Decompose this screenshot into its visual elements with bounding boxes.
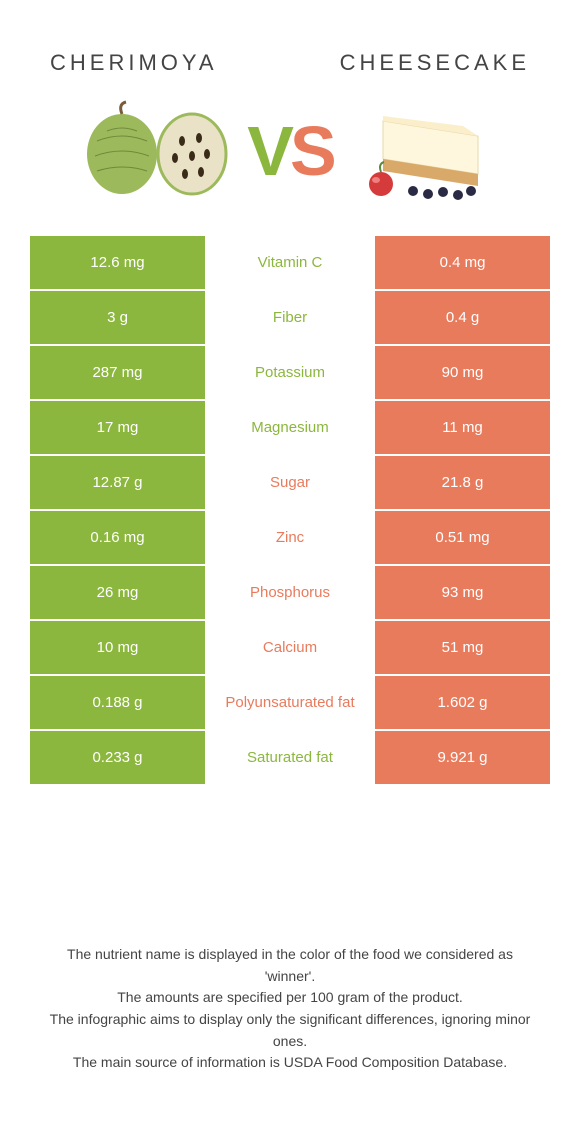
left-value: 12.87 g (30, 456, 205, 509)
right-value: 0.4 mg (375, 236, 550, 289)
nutrient-row: 0.16 mgZinc0.51 mg (30, 511, 550, 566)
nutrient-name: Sugar (205, 456, 375, 509)
left-value: 3 g (30, 291, 205, 344)
footer-line: The main source of information is USDA F… (40, 1052, 540, 1074)
image-row: VS (0, 96, 580, 236)
nutrient-name: Saturated fat (205, 731, 375, 784)
nutrient-row: 3 gFiber0.4 g (30, 291, 550, 346)
right-value: 0.51 mg (375, 511, 550, 564)
right-value: 0.4 g (375, 291, 550, 344)
left-value: 0.16 mg (30, 511, 205, 564)
nutrient-table: 12.6 mgVitamin C0.4 mg3 gFiber0.4 g287 m… (0, 236, 580, 786)
right-value: 9.921 g (375, 731, 550, 784)
nutrient-row: 0.188 gPolyunsaturated fat1.602 g (30, 676, 550, 731)
right-value: 93 mg (375, 566, 550, 619)
nutrient-row: 0.233 gSaturated fat9.921 g (30, 731, 550, 786)
nutrient-row: 12.87 gSugar21.8 g (30, 456, 550, 511)
vs-v: V (247, 116, 290, 186)
right-food-title: CHEESECAKE (340, 50, 530, 76)
footer-line: The infographic aims to display only the… (40, 1009, 540, 1052)
right-value: 11 mg (375, 401, 550, 454)
left-food-title: CHERIMOYA (50, 50, 218, 76)
left-food-image (77, 96, 237, 206)
nutrient-name: Vitamin C (205, 236, 375, 289)
nutrient-name: Zinc (205, 511, 375, 564)
nutrient-name: Calcium (205, 621, 375, 674)
left-value: 17 mg (30, 401, 205, 454)
left-value: 0.233 g (30, 731, 205, 784)
footer-notes: The nutrient name is displayed in the co… (0, 944, 580, 1074)
nutrient-name: Potassium (205, 346, 375, 399)
nutrient-name: Phosphorus (205, 566, 375, 619)
left-value: 0.188 g (30, 676, 205, 729)
nutrient-row: 287 mgPotassium90 mg (30, 346, 550, 401)
left-value: 26 mg (30, 566, 205, 619)
header: CHERIMOYA CHEESECAKE (0, 0, 580, 96)
cherimoya-icon (77, 96, 237, 206)
nutrient-name: Polyunsaturated fat (205, 676, 375, 729)
nutrient-row: 26 mgPhosphorus93 mg (30, 566, 550, 621)
right-value: 51 mg (375, 621, 550, 674)
right-value: 21.8 g (375, 456, 550, 509)
right-value: 90 mg (375, 346, 550, 399)
footer-line: The amounts are specified per 100 gram o… (40, 987, 540, 1009)
vs-label: VS (247, 116, 332, 186)
left-value: 12.6 mg (30, 236, 205, 289)
right-value: 1.602 g (375, 676, 550, 729)
nutrient-row: 17 mgMagnesium11 mg (30, 401, 550, 456)
left-value: 287 mg (30, 346, 205, 399)
left-value: 10 mg (30, 621, 205, 674)
footer-line: The nutrient name is displayed in the co… (40, 944, 540, 987)
nutrient-row: 10 mgCalcium51 mg (30, 621, 550, 676)
right-food-image (343, 96, 503, 206)
vs-s: S (290, 116, 333, 186)
nutrient-name: Fiber (205, 291, 375, 344)
nutrient-row: 12.6 mgVitamin C0.4 mg (30, 236, 550, 291)
nutrient-name: Magnesium (205, 401, 375, 454)
cheesecake-icon (343, 96, 503, 206)
